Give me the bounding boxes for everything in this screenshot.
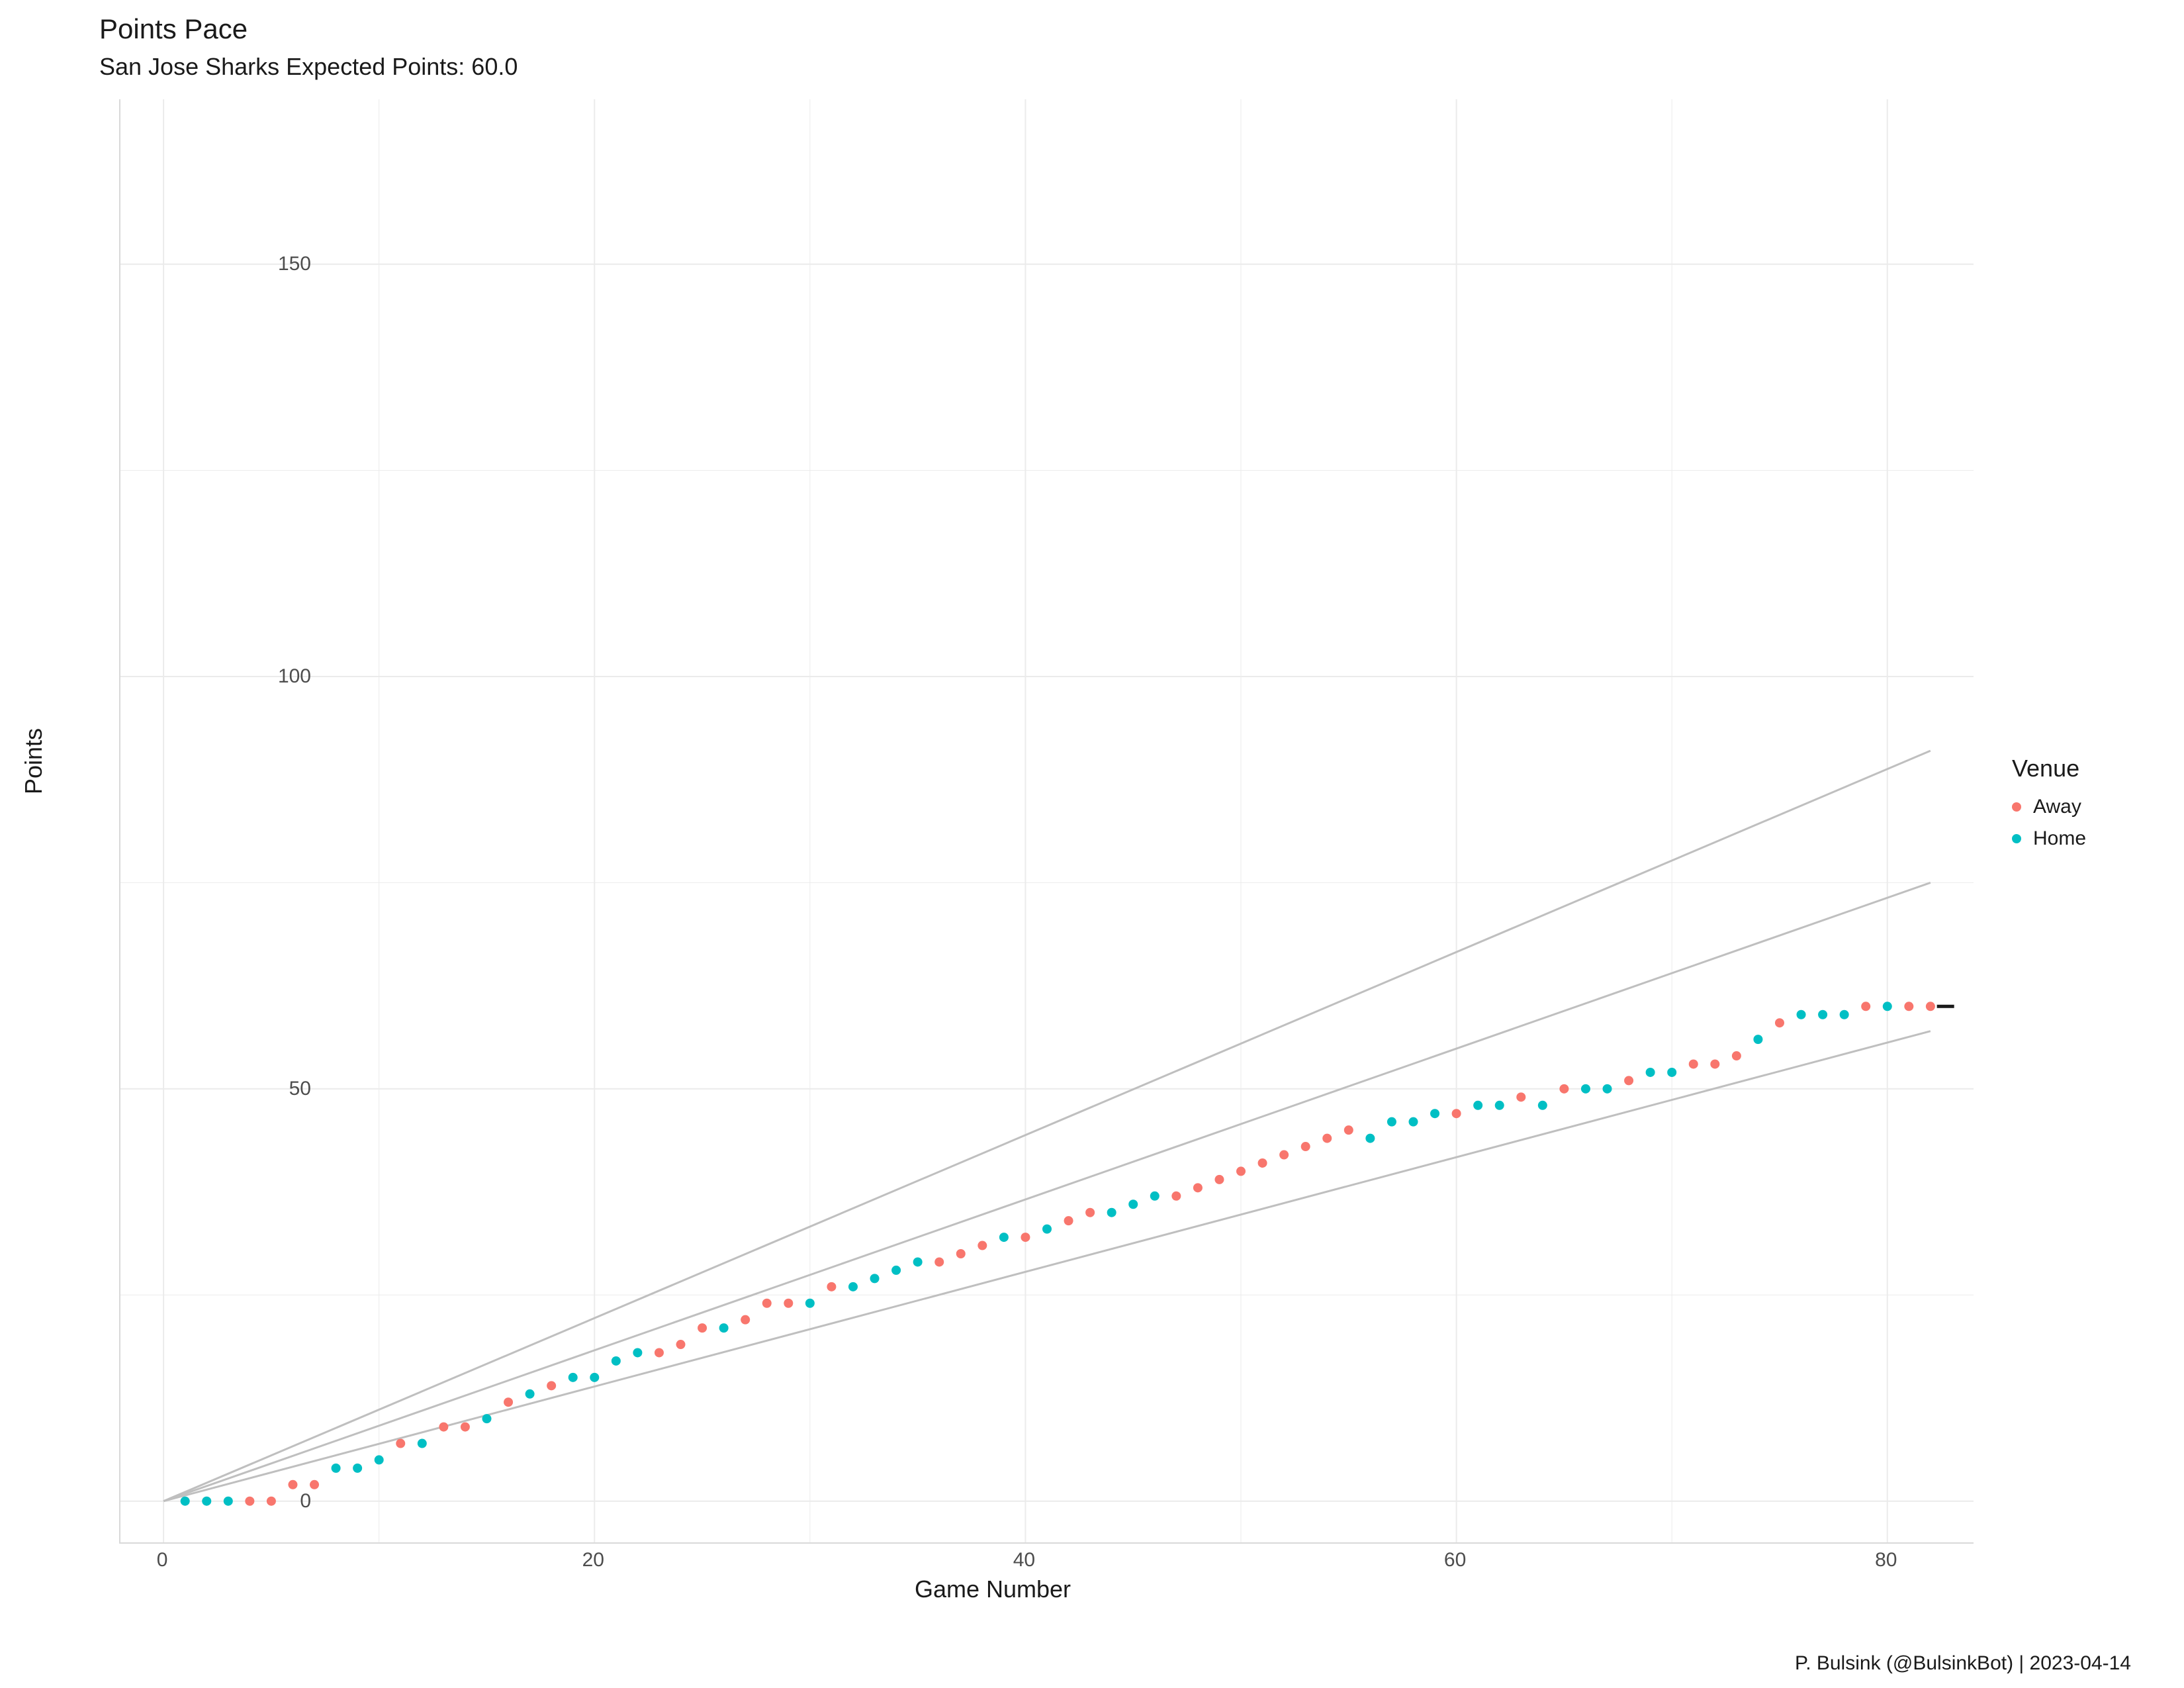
x-axis-label: Game Number xyxy=(915,1575,1071,1603)
x-tick-label: 20 xyxy=(582,1549,604,1571)
x-tick-label: 40 xyxy=(1013,1549,1035,1571)
legend-title: Venue xyxy=(2012,755,2086,782)
plot-area xyxy=(119,99,1974,1544)
legend-dot-icon xyxy=(2012,834,2021,843)
chart-container: Points Pace San Jose Sharks Expected Poi… xyxy=(0,0,2184,1688)
x-tick-label: 0 xyxy=(157,1549,168,1571)
y-tick-label: 100 xyxy=(278,665,311,688)
legend-dot-icon xyxy=(2012,802,2021,812)
y-axis-label: Points xyxy=(20,728,48,794)
legend-item: Away xyxy=(2012,796,2086,818)
y-tick-label: 0 xyxy=(300,1490,311,1513)
plot-svg xyxy=(120,99,1974,1542)
chart-subtitle: San Jose Sharks Expected Points: 60.0 xyxy=(99,53,518,81)
legend-item-label: Home xyxy=(2033,827,2086,850)
x-tick-label: 60 xyxy=(1444,1549,1466,1571)
y-tick-label: 150 xyxy=(278,253,311,275)
chart-caption: P. Bulsink (@BulsinkBot) | 2023-04-14 xyxy=(1795,1652,2131,1675)
chart-title: Points Pace xyxy=(99,13,248,45)
legend-items: Away Home xyxy=(2012,796,2086,850)
legend-item-label: Away xyxy=(2033,796,2081,818)
x-tick-label: 80 xyxy=(1875,1549,1897,1571)
legend-item: Home xyxy=(2012,827,2086,850)
legend: Venue Away Home xyxy=(2012,755,2086,859)
y-tick-label: 50 xyxy=(289,1078,311,1100)
